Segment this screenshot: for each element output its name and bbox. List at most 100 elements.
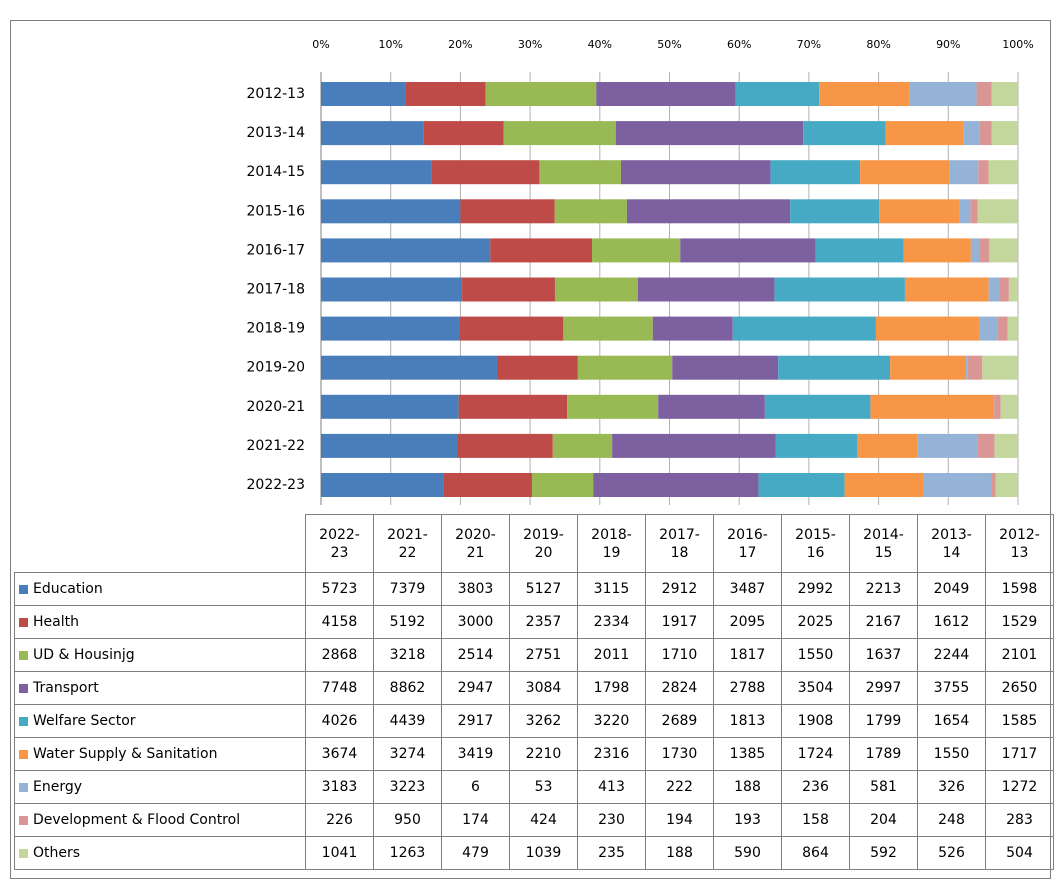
- table-value: 2244: [917, 638, 986, 672]
- table-value: 174: [441, 803, 510, 837]
- table-value: 2357: [509, 605, 578, 639]
- bar-segment: [577, 355, 673, 380]
- bar-segment: [922, 473, 991, 497]
- bar-segment: [321, 199, 461, 224]
- bar-segment: [321, 394, 459, 419]
- bar-segment: [554, 277, 638, 302]
- bar-segment: [496, 355, 578, 380]
- table-value: 1817: [713, 638, 782, 672]
- table-header-row: 2022-23 2021-22 2020-21 2019-20 2018-19 2017-…: [15, 514, 1054, 573]
- bar-segment: [458, 394, 568, 419]
- legend-label: Health: [33, 614, 79, 630]
- table-value: 1724: [781, 737, 850, 771]
- table-value: 581: [849, 770, 918, 804]
- table-value: 424: [509, 803, 578, 837]
- table-value: 1529: [985, 605, 1054, 639]
- table-value: 204: [849, 803, 918, 837]
- bar-segment: [994, 394, 1001, 419]
- table-value: 3504: [781, 671, 850, 705]
- bar-segment: [857, 433, 918, 458]
- table-value: 4158: [305, 605, 374, 639]
- y-tick-label: 2021-22: [247, 438, 306, 454]
- table-value: 2025: [781, 605, 850, 639]
- table-value: 2049: [917, 572, 986, 606]
- bar-segment: [991, 82, 1018, 106]
- bar-segment: [612, 433, 776, 458]
- bar-segment: [979, 121, 992, 146]
- bar-segment: [1000, 394, 1018, 419]
- table-value: 2101: [985, 638, 1054, 672]
- table-value: 1798: [577, 671, 646, 705]
- bar-segment: [539, 160, 622, 185]
- bar-segment: [321, 433, 458, 458]
- category-label: 2012-13: [999, 526, 1040, 561]
- bar-segment: [321, 121, 424, 146]
- table-value: 1730: [645, 737, 714, 771]
- legend-entry: Energy: [14, 770, 306, 804]
- bar-segment: [531, 473, 594, 497]
- legend-label: Welfare Sector: [33, 713, 136, 729]
- legend-label: Others: [33, 845, 81, 861]
- table-row: Development & Flood Control 226 950 174 424 2…: [14, 803, 1054, 837]
- y-tick-label: 2015-16: [247, 203, 306, 219]
- table-value: 3220: [577, 704, 646, 738]
- table-value: 3115: [577, 572, 646, 606]
- table-value: 3000: [441, 605, 510, 639]
- category-label: 2022-23: [319, 526, 360, 561]
- bar-segment: [672, 355, 779, 380]
- legend-swatch: [19, 584, 28, 594]
- table-category: 2013-14: [917, 514, 986, 573]
- bar-segment: [626, 199, 791, 224]
- table-value: 2650: [985, 671, 1054, 705]
- table-value: 3274: [373, 737, 442, 771]
- legend-label: Water Supply & Sanitation: [33, 746, 218, 762]
- chart-frame: [10, 20, 1051, 879]
- table-value: 188: [645, 836, 714, 870]
- table-value: 4439: [373, 704, 442, 738]
- bar-segment: [652, 316, 733, 341]
- chart: 0% 10% 20% 30% 40% 50% 60% 70% 80% 90% 100% 2022-23…: [247, 38, 1034, 505]
- bar-segment: [860, 160, 950, 185]
- table-value: 1637: [849, 638, 918, 672]
- table-value: 6: [441, 770, 510, 804]
- bar-segment: [758, 473, 845, 497]
- table-value: 1598: [985, 572, 1054, 606]
- table-value: 1039: [509, 836, 578, 870]
- bar-segment: [995, 473, 1018, 497]
- table-value: 2095: [713, 605, 782, 639]
- table-value: 5723: [305, 572, 374, 606]
- legend-entry: Education: [14, 572, 306, 606]
- bar-segment: [593, 473, 759, 497]
- y-tick-label: 2020-21: [247, 399, 306, 415]
- bar-segment: [970, 199, 978, 224]
- bar-segment: [819, 82, 910, 106]
- bar-segment: [462, 277, 555, 302]
- table-value: 194: [645, 803, 714, 837]
- bar-segment: [460, 199, 555, 224]
- table-value: 53: [509, 770, 578, 804]
- bar-segment: [485, 82, 597, 106]
- table-category: 2012-13: [985, 514, 1054, 573]
- legend-swatch: [19, 782, 28, 792]
- bar-segment: [909, 82, 977, 106]
- y-tick-label: 2017-18: [247, 282, 306, 298]
- x-tick-label: 60%: [727, 38, 751, 51]
- bar-segment: [989, 238, 1018, 263]
- legend-entry: Development & Flood Control: [14, 803, 306, 837]
- bar-segment: [443, 473, 532, 497]
- legend-label: Education: [33, 581, 103, 597]
- table-value: 283: [985, 803, 1054, 837]
- bar-segment: [870, 394, 995, 419]
- table-value: 226: [305, 803, 374, 837]
- bar-segment: [999, 277, 1009, 302]
- legend-swatch: [19, 749, 28, 759]
- bar-segment: [904, 277, 989, 302]
- legend-entry: UD & Housinjg: [14, 638, 306, 672]
- bar-segment: [431, 160, 540, 185]
- table-value: 590: [713, 836, 782, 870]
- table-value: 2751: [509, 638, 578, 672]
- table-value: 1585: [985, 704, 1054, 738]
- table-value: 2997: [849, 671, 918, 705]
- table-value: 1612: [917, 605, 986, 639]
